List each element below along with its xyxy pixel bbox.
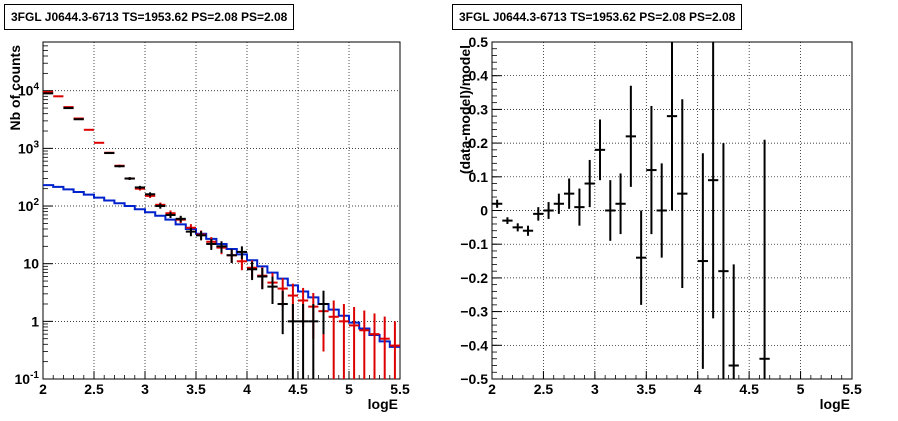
residuals-plot: 2 2.5 3 3.5 4 4.5 5 5.5 −0.5 −0.4 −0.3 −0.2 −0.1 0 0.1… (457, 34, 862, 412)
x-axis-label: logE (820, 396, 850, 412)
y-tick-label: 102 (18, 197, 40, 214)
right-chart-title: 3FGL J0644.3-6713 TS=1953.62 PS=2.08 PS=… (452, 4, 743, 30)
y-tick-label: 103 (18, 139, 40, 156)
y-tick-label: 1 (31, 313, 39, 329)
y-tick-label: −0.3 (460, 304, 488, 320)
y-tick-label: 0.4 (469, 68, 489, 84)
y-tick-label: 0.5 (469, 34, 489, 50)
x-tick-label: 2.5 (84, 381, 104, 397)
y-tick-label: 10-1 (15, 370, 40, 387)
x-tick-label: 3 (591, 381, 599, 397)
x-tick-label: 4 (243, 381, 251, 397)
y-tick-label: −0.4 (460, 337, 488, 353)
y-tick-label: 10 (23, 256, 39, 272)
x-tick-label: 5 (797, 381, 805, 397)
x-axis-label: logE (368, 396, 398, 412)
x-tick-label: 4 (694, 381, 702, 397)
x-tick-label: 2 (39, 381, 47, 397)
x-tick-label: 2 (488, 381, 496, 397)
y-tick-label: −0.2 (460, 270, 488, 286)
x-tick-label: 4.5 (288, 381, 308, 397)
y-tick-label: −0.5 (460, 371, 488, 387)
x-tick-label: 5.5 (842, 381, 862, 397)
y-tick-label: 0 (480, 203, 488, 219)
x-tick-label: 3 (141, 381, 149, 397)
x-tick-label: 5 (345, 381, 353, 397)
x-tick-label: 5.5 (390, 381, 410, 397)
x-tick-label: 4.5 (739, 381, 759, 397)
x-tick-label: 3.5 (637, 381, 657, 397)
y-axis-label: Nb of counts (7, 45, 23, 131)
x-tick-label: 3.5 (186, 381, 206, 397)
y-tick-label: −0.1 (460, 236, 488, 252)
left-chart-title: 3FGL J0644.3-6713 TS=1953.62 PS=2.08 PS=… (4, 4, 295, 30)
y-tick-label: 0.3 (469, 101, 489, 117)
x-tick-label: 2.5 (534, 381, 554, 397)
y-axis-label: (data-model)/model (457, 45, 473, 174)
plot-frame (42, 41, 401, 380)
y-tick-label: 0.1 (469, 169, 489, 185)
y-tick-label: 0.2 (469, 135, 489, 151)
